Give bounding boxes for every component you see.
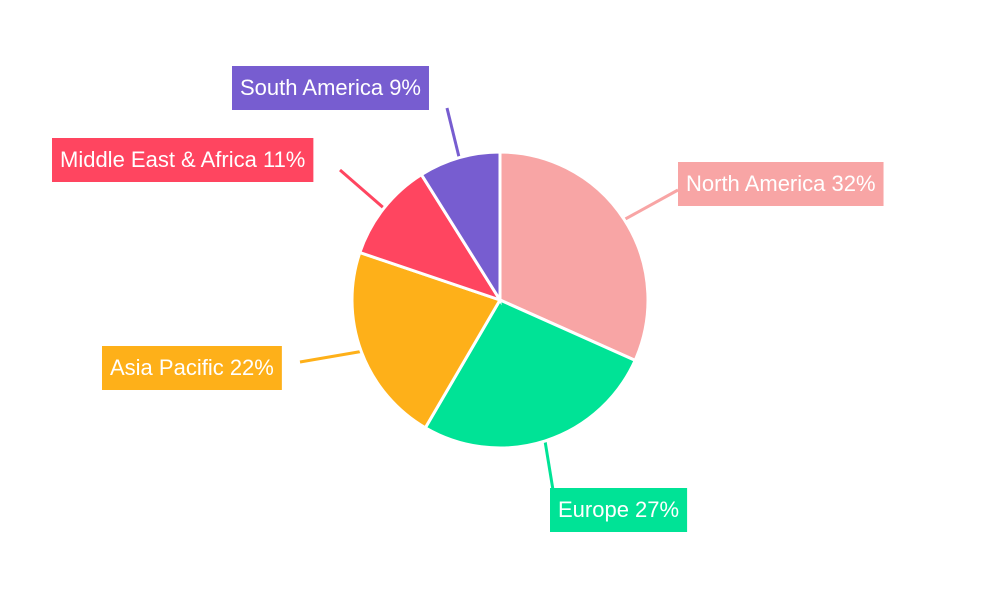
leader-line (543, 438, 555, 491)
data-label: Asia Pacific 22% (110, 355, 274, 380)
label-box (102, 346, 282, 390)
label-box (678, 162, 884, 206)
data-label: North America 32% (686, 171, 876, 196)
leader-line (445, 107, 462, 161)
pie-slice (419, 150, 502, 306)
pie-slice (498, 150, 650, 363)
label-box (232, 66, 429, 110)
data-label: South America 9% (240, 75, 421, 100)
data-label: Europe 27% (558, 497, 679, 522)
label-box (52, 138, 314, 182)
leader-line (621, 188, 679, 222)
leader-line (339, 168, 387, 211)
leader-line (299, 349, 364, 364)
pie-slice (357, 172, 504, 303)
pie-slice (423, 298, 638, 450)
pie-slice (350, 250, 503, 430)
data-label: Middle East & Africa 11% (60, 147, 305, 172)
label-box (550, 488, 688, 532)
